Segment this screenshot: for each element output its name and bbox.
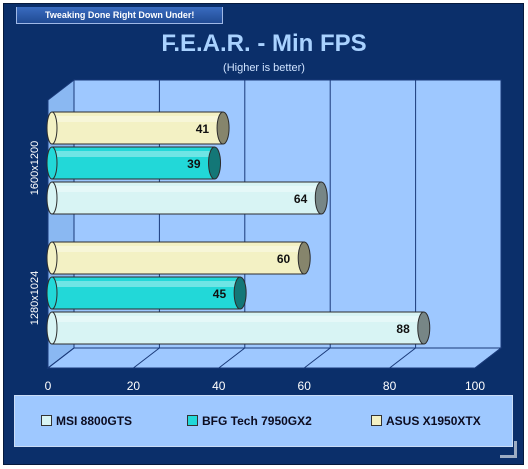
bar-value-label: 41 xyxy=(196,122,210,136)
tagline-banner: Tweaking Done Right Down Under! xyxy=(16,7,224,24)
floor-gridline xyxy=(474,347,502,369)
legend-swatch xyxy=(187,415,198,426)
bar-highlight xyxy=(53,246,304,252)
bar-body xyxy=(51,241,305,275)
bar-cap-left xyxy=(46,111,58,145)
bar: 64 xyxy=(46,181,328,215)
floor-gridline xyxy=(133,347,160,369)
bar-value-label: 45 xyxy=(213,287,227,301)
category-label: 1600x1200 xyxy=(29,141,41,195)
x-tick-label: 100 xyxy=(465,379,485,393)
x-axis-ticks: 0 20 40 60 80 100 xyxy=(45,379,486,393)
x-tick-label: 40 xyxy=(212,379,226,393)
legend: MSI 8800GTS BFG Tech 7950GX2 ASUS X1950XTX xyxy=(14,395,513,447)
legend-swatch xyxy=(41,415,52,426)
x-tick-label: 80 xyxy=(383,379,397,393)
bar-highlight xyxy=(53,151,214,157)
category-label: 1280x1024 xyxy=(29,271,41,325)
floor-gridline xyxy=(218,347,246,369)
bar: 60 xyxy=(46,241,311,275)
bar-cap-right xyxy=(233,276,247,310)
bar-cap-right xyxy=(297,241,311,275)
x-tick-label: 0 xyxy=(45,379,52,393)
bar: 41 xyxy=(46,111,230,145)
bar-highlight xyxy=(53,281,240,287)
legend-label: MSI 8800GTS xyxy=(56,414,133,428)
floor-gridline xyxy=(389,347,416,369)
floor xyxy=(46,347,503,369)
legend-item: BFG Tech 7950GX2 xyxy=(187,414,312,428)
bar-cap-right xyxy=(417,311,431,345)
bar-cap-left xyxy=(46,181,58,215)
x-tick-label: 20 xyxy=(127,379,141,393)
legend-label: ASUS X1950XTX xyxy=(386,414,481,428)
bar: 45 xyxy=(46,276,247,310)
bar-cap-right xyxy=(208,146,222,180)
bar-body xyxy=(51,146,216,180)
bar-cap-left xyxy=(46,146,58,180)
bar: 88 xyxy=(46,311,431,345)
bar-value-label: 64 xyxy=(294,192,308,206)
bar-cap-right xyxy=(216,111,230,145)
bar-cap-left xyxy=(46,276,58,310)
floor-gridline xyxy=(303,347,331,369)
bar-body xyxy=(51,181,322,215)
bar-body xyxy=(51,311,425,345)
corner-decoration xyxy=(500,441,517,458)
bar-highlight xyxy=(53,316,423,322)
legend-swatch xyxy=(371,415,382,426)
bar-body xyxy=(51,111,224,145)
x-tick-label: 60 xyxy=(298,379,312,393)
bar-value-label: 88 xyxy=(396,322,410,336)
bar-highlight xyxy=(53,116,223,122)
bar-cap-left xyxy=(46,241,58,275)
bar-value-label: 39 xyxy=(187,157,201,171)
y-axis-categories: 1600x1200 1280x1024 xyxy=(29,141,41,325)
floor-gridline xyxy=(47,347,75,369)
bar-cap-left xyxy=(46,311,58,345)
chart-subtitle: (Higher is better) xyxy=(223,62,305,74)
bars: 41 39 64 60 45 88 xyxy=(46,111,431,345)
bar-highlight xyxy=(53,186,321,192)
legend-label: BFG Tech 7950GX2 xyxy=(202,414,312,428)
bar-cap-right xyxy=(314,181,328,215)
chart-title: F.E.A.R. - Min FPS xyxy=(161,30,367,57)
legend-item: MSI 8800GTS xyxy=(41,414,132,428)
bar-value-label: 60 xyxy=(277,252,291,266)
bar: 39 xyxy=(46,146,222,180)
bar-body xyxy=(51,276,241,310)
legend-item: ASUS X1950XTX xyxy=(371,414,481,428)
